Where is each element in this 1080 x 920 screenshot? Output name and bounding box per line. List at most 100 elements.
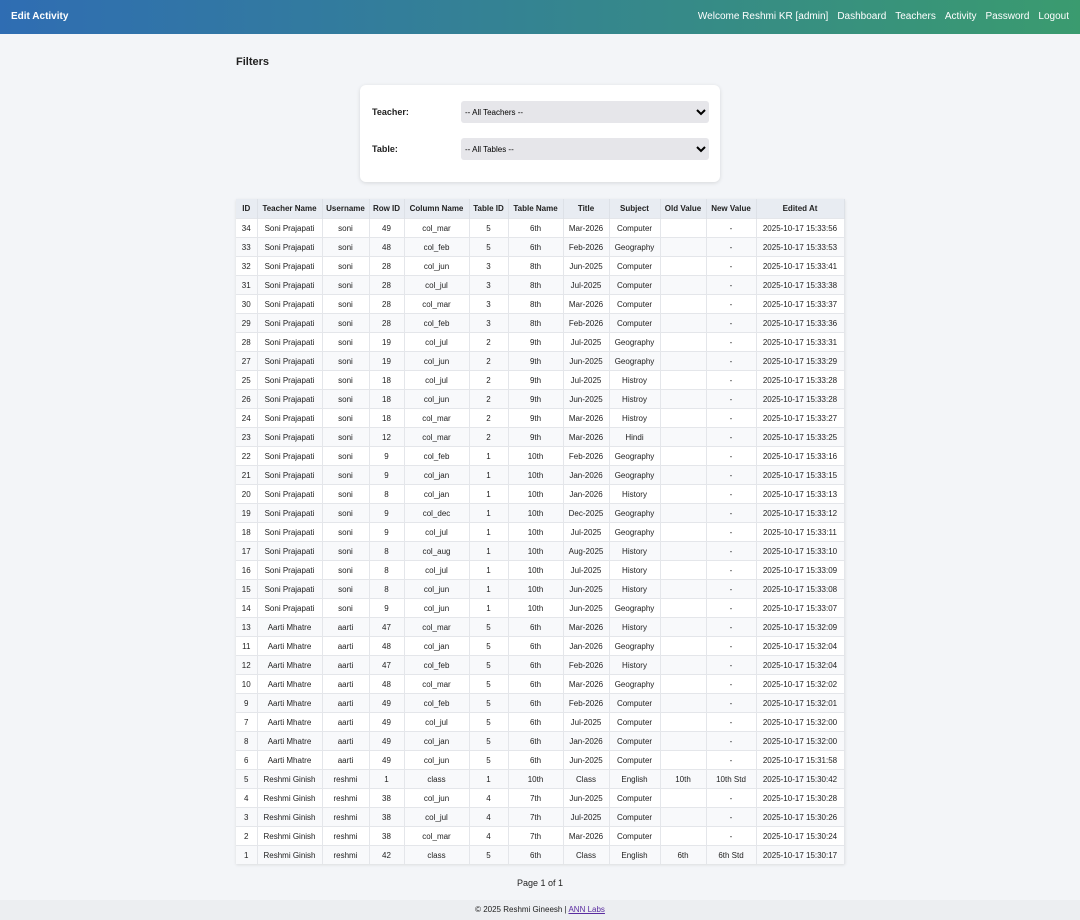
welcome: Welcome Reshmi KR [admin] bbox=[697, 11, 829, 22]
table-cell: 3 bbox=[469, 313, 509, 333]
table-cell: 2025-10-17 15:32:01 bbox=[756, 693, 845, 713]
nav-link[interactable]: Teachers bbox=[895, 11, 936, 22]
table-cell: 28 bbox=[369, 313, 405, 333]
table-cell: 6th bbox=[508, 636, 564, 656]
table-cell: 8 bbox=[369, 484, 405, 504]
table-row: 7 Aarti Mhatre aarti 49 col_jul 5 6th Jul-2025 C… bbox=[236, 712, 845, 732]
table-cell: 1 bbox=[236, 845, 258, 864]
table-cell: col_jul bbox=[404, 522, 470, 542]
table-cell: Jun-2025 bbox=[563, 351, 610, 371]
table-cell: - bbox=[706, 636, 757, 656]
table-cell: 6th bbox=[660, 845, 707, 864]
footer-link[interactable]: ANN Labs bbox=[568, 905, 605, 914]
table-cell: Soni Prajapati bbox=[257, 503, 323, 523]
table-cell: 5 bbox=[469, 845, 509, 864]
table-cell: 12 bbox=[369, 427, 405, 447]
table-cell: Histroy bbox=[609, 370, 661, 390]
table-row: 29 Soni Prajapati soni 28 col_feb 3 8th Feb-202… bbox=[236, 313, 845, 333]
table-cell: - bbox=[706, 465, 757, 485]
column-header: Subject bbox=[609, 199, 661, 219]
table-cell: 6th Std bbox=[706, 845, 757, 864]
table-cell: 2 bbox=[469, 370, 509, 390]
table-cell bbox=[660, 750, 707, 770]
table-cell: - bbox=[706, 712, 757, 732]
table-cell: Soni Prajapati bbox=[257, 465, 323, 485]
table-cell: 5 bbox=[469, 655, 509, 675]
table-cell: 4 bbox=[236, 788, 258, 808]
table-cell: Soni Prajapati bbox=[257, 541, 323, 561]
table-cell: 9 bbox=[369, 522, 405, 542]
table-cell: col_jul bbox=[404, 370, 470, 390]
table-cell: col_jun bbox=[404, 389, 470, 409]
table-cell bbox=[660, 617, 707, 637]
table-cell: - bbox=[706, 218, 757, 238]
table-cell: Computer bbox=[609, 712, 661, 732]
table-cell: 1 bbox=[469, 579, 509, 599]
table-cell bbox=[660, 522, 707, 542]
table-cell: 5 bbox=[469, 693, 509, 713]
table-cell: 9th bbox=[508, 351, 564, 371]
table-cell: soni bbox=[322, 560, 370, 580]
table-cell: 21 bbox=[236, 465, 258, 485]
table-row: 1 Reshmi Ginish reshmi 42 class 5 6th Class Engl… bbox=[236, 845, 845, 864]
table-cell: 1 bbox=[469, 522, 509, 542]
table-cell: 2025-10-17 15:30:17 bbox=[756, 845, 845, 864]
table-cell: 18 bbox=[369, 389, 405, 409]
table-cell: Soni Prajapati bbox=[257, 522, 323, 542]
table-cell: 10th bbox=[508, 541, 564, 561]
table-cell: col_jun bbox=[404, 256, 470, 276]
table-cell: 49 bbox=[369, 693, 405, 713]
table-cell: Aarti Mhatre bbox=[257, 750, 323, 770]
table-cell: col_jun bbox=[404, 788, 470, 808]
table-cell: soni bbox=[322, 389, 370, 409]
table-cell: 2025-10-17 15:33:25 bbox=[756, 427, 845, 447]
table-cell: aarti bbox=[322, 636, 370, 656]
nav-link[interactable]: Dashboard bbox=[837, 11, 887, 22]
table-cell: 48 bbox=[369, 674, 405, 694]
table-cell: aarti bbox=[322, 674, 370, 694]
table-cell: - bbox=[706, 427, 757, 447]
table-cell: 16 bbox=[236, 560, 258, 580]
table-cell: 4 bbox=[469, 826, 509, 846]
table-cell bbox=[660, 674, 707, 694]
table-cell: Soni Prajapati bbox=[257, 313, 323, 333]
teacher-select[interactable]: -- All Teachers -- bbox=[461, 101, 709, 123]
table-cell: Soni Prajapati bbox=[257, 370, 323, 390]
table-select[interactable]: -- All Tables -- bbox=[461, 138, 709, 160]
table-cell: Histroy bbox=[609, 389, 661, 409]
table-cell: 8 bbox=[369, 579, 405, 599]
nav-link[interactable]: Logout bbox=[1038, 11, 1069, 22]
table-cell: Geography bbox=[609, 598, 661, 618]
table-cell bbox=[660, 370, 707, 390]
table-cell: Jul-2025 bbox=[563, 332, 610, 352]
table-cell: 34 bbox=[236, 218, 258, 238]
table-cell: 2 bbox=[469, 389, 509, 409]
table-row: 4 Reshmi Ginish reshmi 38 col_jun 4 7th Jun-202… bbox=[236, 788, 845, 808]
table-cell bbox=[660, 731, 707, 751]
table-cell: 5 bbox=[469, 731, 509, 751]
table-cell: Feb-2026 bbox=[563, 693, 610, 713]
table-cell: Soni Prajapati bbox=[257, 237, 323, 257]
table-cell: reshmi bbox=[322, 807, 370, 827]
table-cell: - bbox=[706, 522, 757, 542]
table-cell: col_jul bbox=[404, 712, 470, 732]
table-cell: col_mar bbox=[404, 826, 470, 846]
table-cell: 2025-10-17 15:32:04 bbox=[756, 636, 845, 656]
nav-link[interactable]: Password bbox=[985, 11, 1030, 22]
table-cell: 2025-10-17 15:33:28 bbox=[756, 389, 845, 409]
table-cell: 10th bbox=[508, 769, 564, 789]
table-cell: 2025-10-17 15:32:02 bbox=[756, 674, 845, 694]
table-cell: 9th bbox=[508, 408, 564, 428]
table-cell: 4 bbox=[469, 807, 509, 827]
table-cell: 28 bbox=[369, 256, 405, 276]
table-cell: 7th bbox=[508, 788, 564, 808]
nav-link[interactable]: Activity bbox=[944, 11, 977, 22]
table-cell: - bbox=[706, 389, 757, 409]
table-cell bbox=[660, 693, 707, 713]
table-cell: col_mar bbox=[404, 617, 470, 637]
table-cell bbox=[660, 560, 707, 580]
column-header: ID bbox=[236, 199, 258, 219]
table-row: 2 Reshmi Ginish reshmi 38 col_mar 4 7th Mar-202… bbox=[236, 826, 845, 846]
table-cell: 4 bbox=[469, 788, 509, 808]
table-cell: Computer bbox=[609, 294, 661, 314]
